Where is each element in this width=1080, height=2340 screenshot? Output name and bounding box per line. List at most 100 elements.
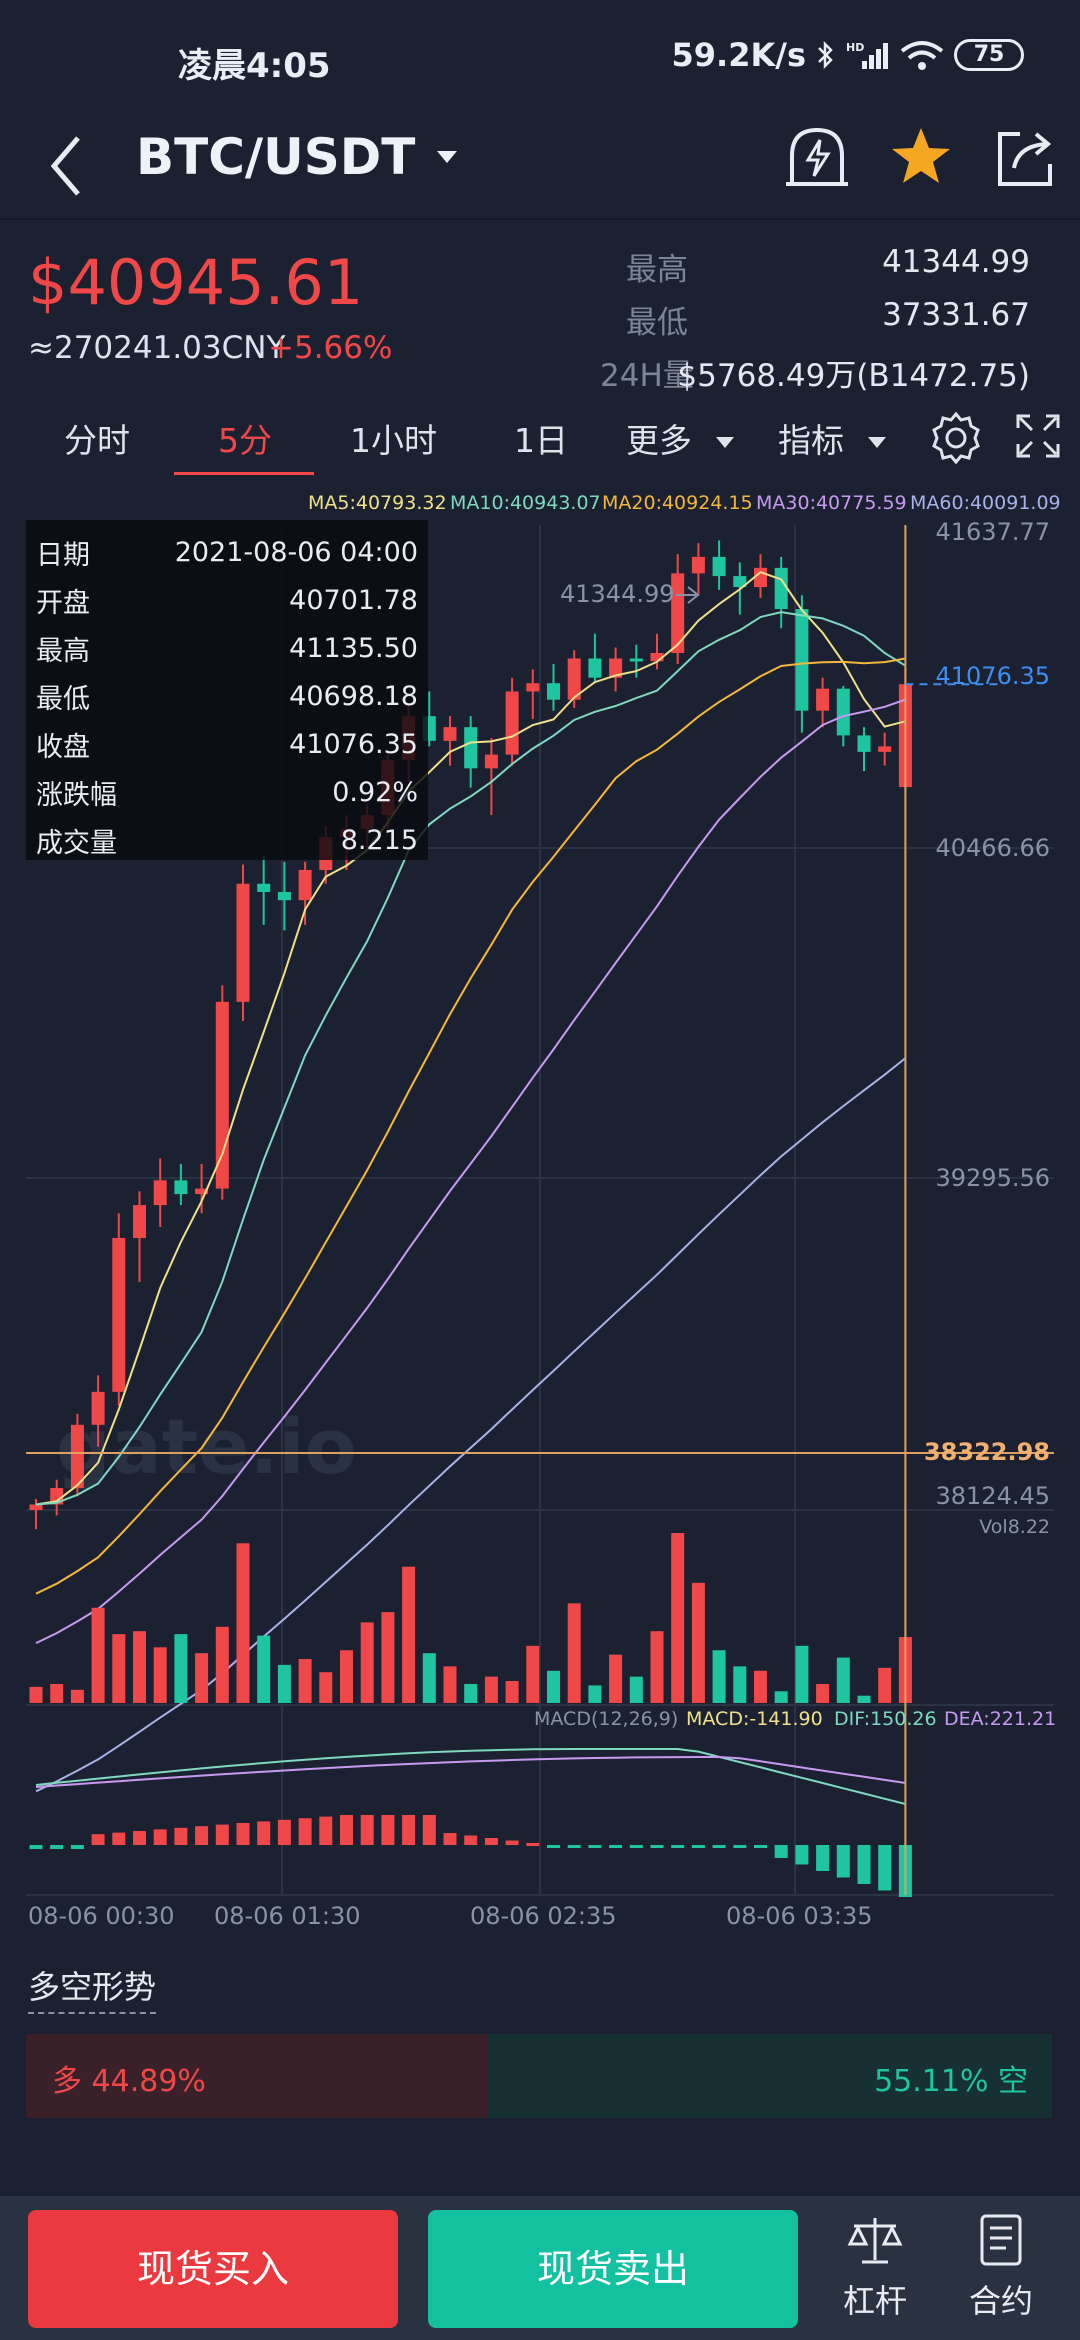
settings-gear-icon[interactable]	[928, 410, 984, 466]
candle-body	[650, 652, 664, 662]
scale-icon	[847, 2218, 903, 2264]
tab-indicators[interactable]: 指标	[778, 414, 886, 462]
volume-bar	[464, 1683, 478, 1703]
document-icon	[980, 2214, 1022, 2266]
volume-bar	[381, 1612, 395, 1703]
price-header: $40945.61 ≈270241.03CNY +5.66% 最高 41344.…	[0, 222, 1080, 402]
candle-body	[754, 567, 767, 588]
volume-bar	[547, 1670, 560, 1703]
volume-bar	[712, 1650, 726, 1703]
candle-body	[215, 1001, 229, 1189]
tab-1day[interactable]: 1日	[514, 421, 568, 460]
nav-actions	[782, 122, 1060, 192]
candle-body	[857, 735, 871, 752]
volume-bar	[567, 1603, 581, 1703]
candle-body	[836, 688, 850, 736]
candle-body	[153, 1180, 167, 1206]
macd-bar	[277, 1819, 291, 1845]
candle-body	[588, 658, 602, 678]
ma5-legend: MA5:40793.32	[308, 492, 447, 514]
pair-selector[interactable]: BTC/USDT	[136, 128, 458, 186]
ma20-line	[35, 657, 906, 1595]
info-low-label: 最低	[36, 683, 90, 715]
macd-bar	[774, 1845, 788, 1858]
volume-bar	[70, 1689, 84, 1703]
nav-bar: BTC/USDT	[0, 110, 1080, 220]
fullscreen-icon[interactable]	[1014, 412, 1062, 460]
tab-more[interactable]: 更多	[626, 414, 734, 462]
info-volume: 成交量 8.215	[36, 816, 418, 864]
macd-bar	[340, 1815, 353, 1845]
macd-panel	[29, 1748, 912, 1897]
peak-arrow-icon	[676, 586, 700, 604]
bottom-action-bar: 现货买入 现货卖出 杠杆 合约	[0, 2196, 1080, 2340]
volume-bar	[816, 1683, 830, 1703]
candle-body	[484, 754, 498, 769]
spot-sell-button[interactable]: 现货卖出	[428, 2210, 798, 2328]
volume-bar	[257, 1635, 271, 1703]
axis-price-4: 39295.56	[935, 1164, 1050, 1192]
ma60-line	[35, 1057, 907, 1793]
chart-overlays	[26, 525, 1054, 1895]
price-change: +5.66%	[268, 330, 393, 366]
candle-body	[691, 556, 705, 574]
share-icon[interactable]	[990, 122, 1060, 192]
info-high-value: 41135.50	[289, 632, 418, 664]
svg-text:HD: HD	[846, 41, 864, 54]
contract-button[interactable]: 合约	[946, 2212, 1056, 2322]
cny-price: ≈270241.03CNY	[28, 330, 286, 366]
long-short-title: 多空形势	[28, 1962, 157, 2014]
volume-bar	[319, 1672, 333, 1703]
macd-bar	[50, 1845, 64, 1849]
tab-5min[interactable]: 5分	[218, 421, 272, 460]
active-tab-underline	[174, 472, 314, 475]
info-open-label: 开盘	[36, 587, 90, 619]
volume-bar	[298, 1659, 312, 1703]
last-price: $40945.61	[28, 246, 364, 319]
volume-bar	[836, 1657, 850, 1703]
candle-body	[112, 1238, 126, 1392]
tab-timeshare[interactable]: 分时	[64, 421, 130, 460]
price-alert-icon[interactable]	[782, 122, 852, 192]
long-segment: 多 44.89%	[26, 2034, 487, 2118]
peak-label: 41344.99	[560, 580, 675, 608]
macd-bar	[691, 1845, 705, 1848]
axis-price-crosshair: 38322.98	[923, 1438, 1050, 1466]
leverage-label: 杠杆	[842, 2282, 907, 2320]
volume-bar	[671, 1533, 685, 1703]
favorite-star-icon[interactable]	[886, 122, 956, 192]
stat-low-label: 最低	[626, 305, 688, 341]
dea-line	[35, 1756, 906, 1788]
macd-bar	[836, 1845, 850, 1878]
macd-value: MACD:-141.90	[686, 1708, 823, 1730]
tab-1hour[interactable]: 1小时	[350, 421, 437, 460]
ma10-legend: MA10:40943.07	[450, 492, 601, 514]
volume-bars	[29, 1533, 912, 1703]
volume-bar	[340, 1650, 353, 1703]
macd-bar	[712, 1845, 726, 1848]
macd-bar	[464, 1835, 478, 1845]
candle-body	[609, 658, 623, 678]
macd-legend: MACD(12,26,9)	[534, 1708, 679, 1730]
candle-body	[91, 1391, 105, 1425]
info-date-value: 2021-08-06 04:00	[174, 536, 418, 568]
short-label: 55.11% 空	[874, 2064, 1028, 2099]
macd-bar	[133, 1831, 146, 1845]
macd-bar	[422, 1815, 436, 1845]
candle-body	[50, 1487, 64, 1505]
status-time: 凌晨4:05	[178, 46, 331, 86]
macd-bar	[443, 1833, 457, 1845]
stat-volume-label: 24H量	[600, 358, 694, 394]
interval-tabs: 分时 5分 1小时 1日 更多 指标	[0, 400, 1080, 480]
axis-price-bottom: 38124.45	[935, 1482, 1050, 1510]
axis-price-top: 41637.77	[935, 518, 1050, 546]
dea-value: DEA:221.21	[944, 1708, 1057, 1730]
spot-buy-button[interactable]: 现货买入	[28, 2210, 398, 2328]
leverage-button[interactable]: 杠杆	[820, 2212, 930, 2322]
info-close-label: 收盘	[36, 731, 90, 763]
kline-chart[interactable]: gate.io	[0, 485, 1080, 1905]
volume-bar	[526, 1645, 540, 1703]
macd-bar	[857, 1845, 871, 1884]
back-arrow-icon[interactable]	[38, 126, 98, 206]
caret-down-icon	[437, 151, 458, 163]
